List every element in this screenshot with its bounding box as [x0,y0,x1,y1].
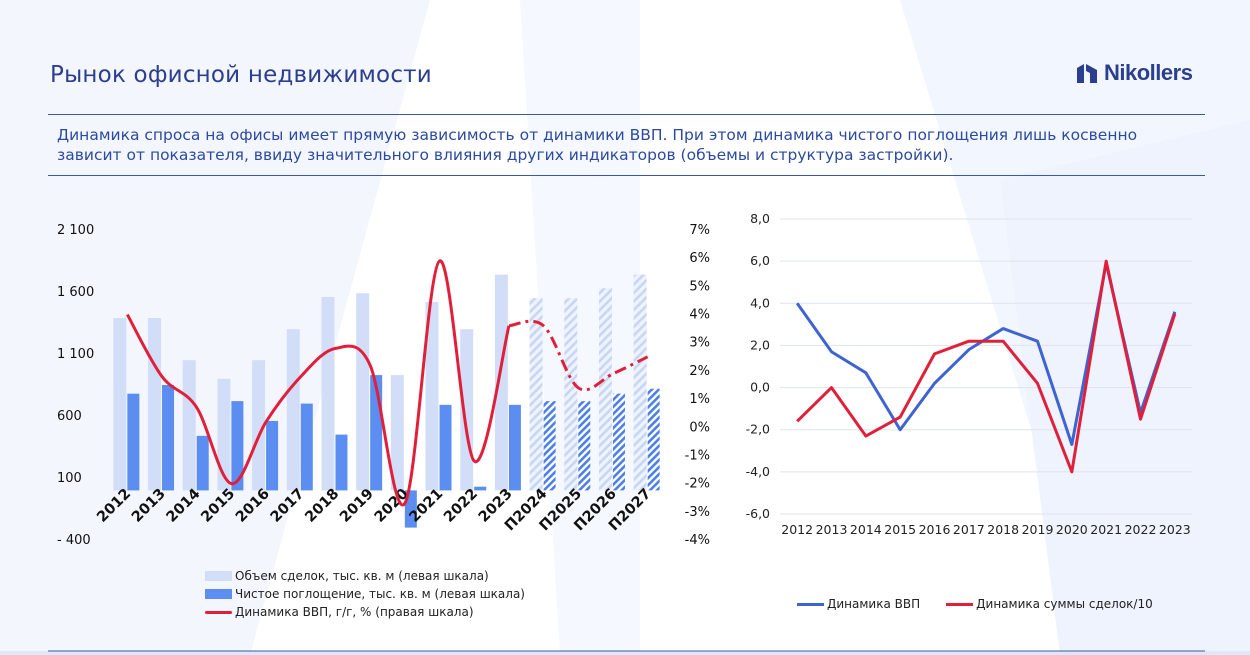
page-title: Рынок офисной недвижимости [50,62,432,88]
absorption-bar [266,420,279,491]
right-axis-tick: 0% [689,420,710,435]
deals-bar [529,298,543,491]
deals-bar [321,296,335,491]
x-axis-tick: 2023 [1159,522,1191,537]
legend-swatch-gdp [205,610,232,614]
absorption-bar [474,486,487,491]
x-axis-tick: 2016 [919,522,951,537]
right-axis-tick: 6% [689,251,710,266]
absorption-bar [647,388,660,491]
legend-label-deals: Объем сделок, тыс. кв. м (левая шкала) [235,569,489,583]
x-axis-tick: 2013 [816,522,848,537]
deals-bar [356,293,370,491]
y-axis-tick: 8,0 [750,211,770,226]
deals-bar [494,274,508,491]
brand-logo[interactable]: Nikollers [1076,60,1193,86]
left-chart-legend: Объем сделок, тыс. кв. м (левая шкала) Ч… [205,567,525,621]
right-axis-tick: -2% [685,477,710,492]
legend-swatch-deals-sum [946,602,974,606]
absorption-bar [196,435,209,491]
lead-divider [48,175,1205,176]
absorption-bar [127,393,140,491]
y-axis-tick: 4,0 [750,295,770,310]
deals-bar [217,378,231,491]
x-axis-tick: 2014 [850,522,882,537]
left-axis-tick: 1 600 [57,285,94,300]
x-axis-tick: 2015 [884,522,916,537]
gdp-line-actual [126,259,511,507]
bar-line-chart: 2 100 1 600 1 100 600 100 - 400 7% 6% 5% 4% 3% 2% 1%… [57,223,710,548]
x-axis-tick: 2020 [1056,522,1088,537]
y-axis-tick: 0,0 [750,380,770,395]
legend-label-gdp-dynamics: Динамика ВВП [827,597,921,611]
x-axis-tick: 2017 [953,522,985,537]
right-chart-legend: Динамика ВВП Динамика суммы сделок/10 [797,595,1153,613]
left-axis-tick: 600 [57,409,82,424]
absorption-bar [300,403,313,491]
gdp-line-forecast [508,319,649,392]
legend-label-gdp: Динамика ВВП, г/г, % (правая шкала) [235,605,474,619]
left-axis-tick: 1 100 [57,347,94,362]
deals-bar [182,360,196,491]
legend-swatch-deals [205,571,232,581]
right-axis-tick: -4% [685,533,710,548]
deals-bar [564,298,578,491]
y-axis-tick: 6,0 [750,253,770,268]
header-divider [48,114,1205,115]
deals-bar [286,329,300,491]
y-axis-tick: -4,0 [746,464,770,479]
legend-item-deals-sum: Динамика суммы сделок/10 [946,595,1153,613]
left-axis-tick: - 400 [57,533,91,548]
legend-swatch-gdp-dynamics [797,602,824,606]
absorption-bar [231,401,244,491]
absorption-bar [335,434,348,491]
right-axis-tick: 2% [689,364,710,379]
x-axis-tick: 2012 [781,522,813,537]
deals-sum-line [796,259,1177,474]
legend-item-gdp-dynamics: Динамика ВВП [797,595,920,613]
absorption-bar [162,385,175,491]
x-axis-tick: 2019 [1022,522,1054,537]
absorption-bar [508,404,521,491]
legend-item-deals: Объем сделок, тыс. кв. м (левая шкала) [205,567,525,585]
legend-item-gdp: Динамика ВВП, г/г, % (правая шкала) [205,603,525,621]
legend-item-absorption: Чистое поглощение, тыс. кв. м (левая шка… [205,585,525,603]
y-axis-tick: -6,0 [746,506,770,521]
absorption-bar [578,401,591,491]
right-axis-tick: 5% [689,279,710,294]
right-axis-tick: 1% [689,392,710,407]
logo-text: Nikollers [1104,60,1193,85]
right-axis-tick: 4% [689,308,710,323]
lead-paragraph: Динамика спроса на офисы имеет прямую за… [57,126,1138,164]
legend-label-deals-sum: Динамика суммы сделок/10 [976,597,1153,611]
deals-bar [425,301,439,491]
right-axis-tick: 3% [689,336,710,351]
deals-bar [633,274,647,491]
absorption-bar [612,393,625,491]
left-axis-tick: 100 [57,471,82,486]
legend-label-absorption: Чистое поглощение, тыс. кв. м (левая шка… [235,587,525,601]
absorption-bar [439,404,452,491]
legend-swatch-absorption [205,589,232,599]
logo-icon [1077,64,1097,83]
y-axis-tick: 2,0 [750,337,770,352]
deals-bar [113,318,127,491]
x-axis-tick: 2018 [987,522,1019,537]
deals-bar [252,360,266,491]
left-axis-tick: 2 100 [57,223,94,238]
deals-bar [598,288,612,491]
deals-bar [390,375,404,491]
right-axis-tick: 7% [689,223,710,238]
right-axis-tick: -1% [685,448,710,463]
y-axis-tick: -2,0 [746,422,770,437]
absorption-bar [543,401,556,491]
right-axis-tick: -3% [685,505,710,520]
x-axis-tick: 2022 [1125,522,1157,537]
x-axis-tick: 2021 [1090,522,1122,537]
